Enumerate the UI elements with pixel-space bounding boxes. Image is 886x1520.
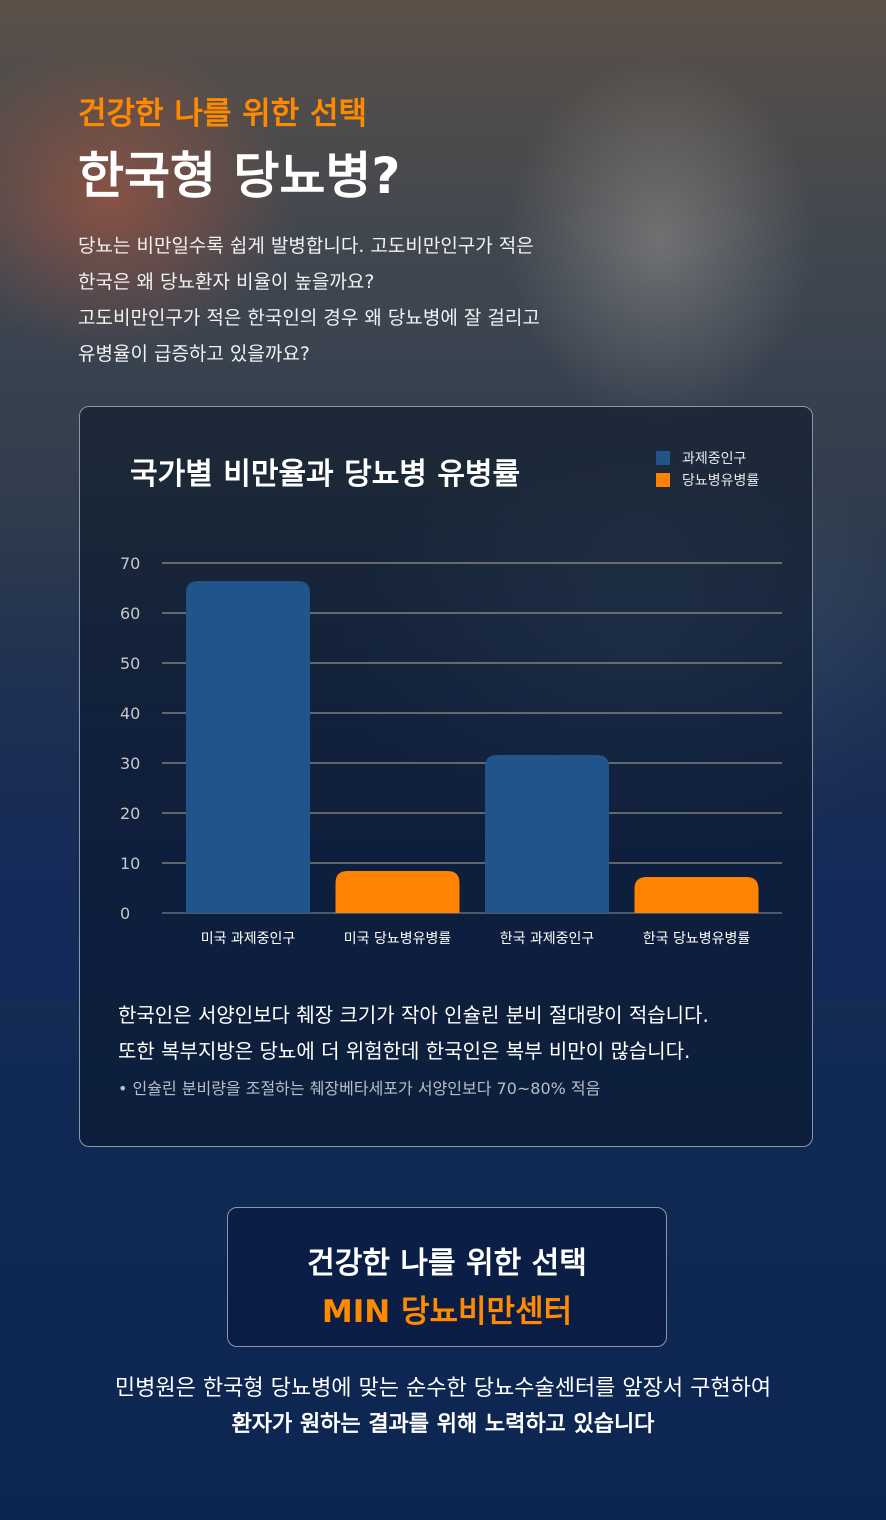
banner-line-1: 건강한 나를 위한 선택 bbox=[307, 1246, 587, 1281]
chart-legend: 과제중인구 당뇨병유병률 bbox=[656, 447, 759, 491]
chart-title: 국가별 비만율과 당뇨병 유병률 bbox=[130, 457, 521, 492]
chart-card: 국가별 비만율과 당뇨병 유병률 과제중인구 당뇨병유병률 0 10 20 30 40 5… bbox=[79, 406, 813, 1147]
bar bbox=[634, 877, 759, 913]
y-tick-label: 40 bbox=[120, 704, 140, 723]
subtitle: 건강한 나를 위한 선택 bbox=[78, 96, 368, 132]
legend-label: 당뇨병유병률 bbox=[682, 473, 760, 489]
x-tick-label: 미국 당뇨병유병률 bbox=[344, 931, 452, 947]
x-tick-label: 미국 과제중인구 bbox=[201, 931, 296, 947]
y-tick-label: 50 bbox=[120, 654, 140, 673]
legend-item: 당뇨병유병률 bbox=[656, 469, 759, 491]
y-tick-label: 0 bbox=[120, 904, 130, 923]
x-tick-label: 한국 당뇨병유병률 bbox=[643, 931, 751, 947]
bar bbox=[485, 755, 609, 913]
note-line: 또한 복부지방은 당뇨에 더 위험한데 한국인은 복부 비만이 많습니다. bbox=[118, 1039, 691, 1063]
intro-line: 한국은 왜 당뇨환자 비율이 높을까요? bbox=[78, 271, 375, 293]
legend-item: 과제중인구 bbox=[656, 447, 759, 469]
legend-swatch-blue bbox=[656, 451, 670, 465]
intro-text: 당뇨는 비만일수록 쉽게 발병합니다. 고도비만인구가 적은 한국은 왜 당뇨환… bbox=[78, 228, 540, 372]
y-tick-label: 30 bbox=[120, 754, 140, 773]
page-title: 한국형 당뇨병? bbox=[78, 147, 401, 205]
bar bbox=[186, 581, 310, 913]
intro-line: 고도비만인구가 적은 한국인의 경우 왜 당뇨병에 잘 걸리고 bbox=[78, 307, 540, 329]
banner-line-2: MIN 당뇨비만센터 bbox=[321, 1294, 573, 1330]
legend-label: 과제중인구 bbox=[682, 451, 747, 467]
intro-line: 유병율이 급증하고 있을까요? bbox=[78, 343, 310, 365]
bar-chart: 0 10 20 30 40 50 60 70 미국 과제중인구 미국 당뇨병유병률 한국 과제중인구… bbox=[120, 554, 782, 947]
chart-notes: 한국인은 서양인보다 췌장 크기가 작아 인슐린 분비 절대량이 적습니다. 또… bbox=[118, 997, 808, 1069]
center-banner: 건강한 나를 위한 선택 MIN 당뇨비만센터 bbox=[227, 1207, 667, 1347]
intro-line: 당뇨는 비만일수록 쉽게 발병합니다. 고도비만인구가 적은 bbox=[78, 235, 534, 257]
footer-line-2: 환자가 원하는 결과를 위해 노력하고 있습니다 bbox=[231, 1412, 655, 1437]
note-line: 한국인은 서양인보다 췌장 크기가 작아 인슐린 분비 절대량이 적습니다. bbox=[118, 1003, 709, 1027]
x-tick-label: 한국 과제중인구 bbox=[500, 931, 595, 947]
y-tick-label: 60 bbox=[120, 604, 140, 623]
legend-swatch-orange bbox=[656, 473, 670, 487]
bar bbox=[335, 871, 460, 913]
y-tick-label: 20 bbox=[120, 804, 140, 823]
y-tick-label: 70 bbox=[120, 554, 140, 573]
y-tick-label: 10 bbox=[120, 854, 140, 873]
note-bullet: • 인슐린 분비량을 조절하는 췌장베타세포가 서양인보다 70~80% 적음 bbox=[118, 1079, 601, 1098]
footer-line-1: 민병원은 한국형 당뇨병에 맞는 순수한 당뇨수술센터를 앞장서 구현하여 bbox=[114, 1376, 772, 1401]
